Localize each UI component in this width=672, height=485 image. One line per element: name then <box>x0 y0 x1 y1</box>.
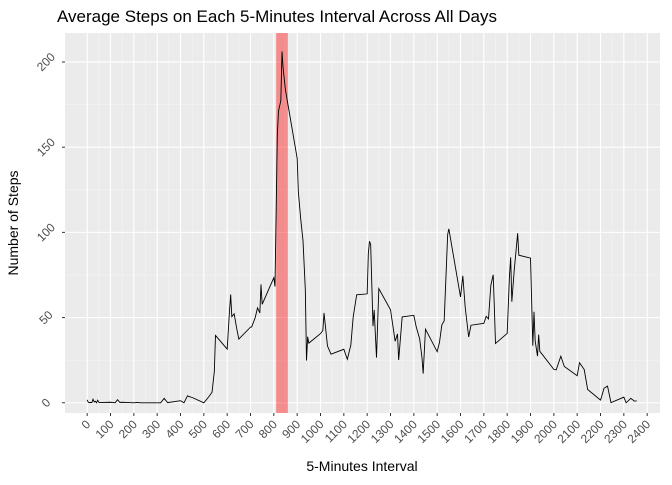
x-tick-label: 1500 <box>415 417 444 446</box>
x-tick-label: 1400 <box>391 417 420 446</box>
x-tick-label: 1100 <box>322 417 350 445</box>
y-tick-label: 150 <box>34 135 58 159</box>
x-tick-label: 1200 <box>345 417 374 446</box>
x-tick-label: 2400 <box>625 417 654 446</box>
x-tick-label: 1900 <box>508 417 537 446</box>
highlight-band <box>276 33 288 413</box>
x-tick-label: 1300 <box>368 417 397 446</box>
x-tick-label: 2200 <box>578 417 607 446</box>
chart-title: Average Steps on Each 5-Minutes Interval… <box>57 7 497 26</box>
y-axis-title: Number of Steps <box>5 170 21 275</box>
panel <box>65 33 660 413</box>
x-tick-label: 1700 <box>461 417 490 446</box>
x-tick-label: 1600 <box>438 417 467 446</box>
x-tick-label: 400 <box>163 417 187 441</box>
x-tick-label: 500 <box>186 417 210 441</box>
x-tick-label: 2300 <box>601 417 630 446</box>
y-tick-label: 200 <box>34 50 58 74</box>
x-tick-label: 300 <box>139 417 163 441</box>
y-tick-label: 100 <box>34 220 58 244</box>
x-tick-label: 800 <box>256 417 280 441</box>
x-tick-label: 100 <box>93 417 117 441</box>
line <box>86 51 637 404</box>
x-tick-label: 1000 <box>298 417 327 446</box>
x-tick-label: 700 <box>233 417 257 441</box>
y-tick-label: 0 <box>39 395 54 410</box>
x-tick-label: 600 <box>209 417 233 441</box>
x-tick-label: 200 <box>116 417 140 441</box>
x-tick-label: 2100 <box>555 417 584 446</box>
x-tick-label: 0 <box>79 417 94 432</box>
x-tick-label: 1800 <box>485 417 514 446</box>
x-tick-label: 2000 <box>531 417 560 446</box>
y-tick-label: 50 <box>36 308 56 328</box>
x-axis-title: 5-Minutes Interval <box>306 458 417 474</box>
